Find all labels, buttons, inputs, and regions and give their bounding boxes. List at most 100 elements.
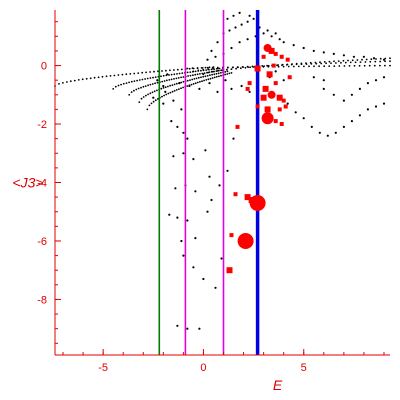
data-point-black	[232, 14, 235, 17]
data-point-black	[278, 38, 281, 41]
data-point-black	[352, 55, 355, 58]
data-point-red	[283, 104, 288, 109]
curve-point	[147, 93, 150, 96]
curve-point	[73, 79, 76, 82]
data-point-black	[162, 102, 165, 105]
curve-point	[218, 75, 220, 78]
data-point-black	[192, 266, 195, 269]
data-point-red	[266, 71, 273, 78]
curve-point	[150, 102, 153, 105]
curve-point	[58, 83, 60, 85]
curve-point	[163, 94, 166, 97]
curve-point	[151, 83, 154, 85]
data-point-black	[172, 155, 175, 158]
data-point-black	[322, 87, 325, 90]
data-point-black	[240, 84, 243, 88]
curve-point	[164, 86, 167, 89]
y-tick-label: -6	[37, 236, 47, 248]
curve-point	[251, 65, 254, 68]
curve-point	[330, 62, 332, 64]
curve-point	[215, 72, 218, 75]
curve-point	[149, 92, 152, 95]
curve-point	[263, 65, 265, 67]
curve-point	[161, 70, 163, 72]
curve-point	[320, 62, 323, 65]
axes: -5 0 5 0 -2 -4 -6 -8 E <J3>	[12, 10, 390, 393]
curve-point	[197, 69, 200, 72]
curve-point	[142, 85, 145, 88]
curve-point	[138, 101, 141, 103]
curve-point	[375, 58, 377, 60]
curve-point	[215, 75, 218, 78]
curve-point	[195, 77, 198, 80]
curve-point	[151, 91, 154, 94]
curve-point	[389, 60, 391, 63]
curve-point	[81, 78, 84, 81]
data-point-red	[248, 197, 255, 203]
data-point-black	[176, 324, 179, 327]
curve-point	[138, 79, 141, 81]
data-point-black	[266, 29, 269, 32]
curve-point	[137, 72, 140, 74]
data-point-black	[194, 190, 197, 193]
curve-point	[112, 88, 115, 90]
curve-point	[89, 77, 92, 80]
data-point-black	[216, 41, 219, 44]
curve-point	[224, 71, 227, 73]
curve-point	[323, 65, 326, 68]
curve-point	[208, 66, 211, 69]
data-point-black	[210, 49, 213, 53]
curve-point	[180, 76, 183, 79]
data-point-red	[268, 47, 275, 54]
data-point-black	[238, 41, 241, 44]
curve-point	[291, 63, 293, 65]
data-point-black	[180, 108, 183, 111]
curve-point	[218, 67, 221, 70]
curve-point	[200, 69, 202, 72]
curve-point	[130, 91, 133, 93]
curve-point	[340, 61, 342, 64]
data-point-black	[366, 108, 369, 111]
curve-point	[230, 72, 233, 74]
curve-point	[101, 75, 104, 78]
data-point-black	[162, 84, 165, 88]
data-point-black	[342, 125, 345, 128]
curve-point	[224, 73, 227, 76]
curve-point	[167, 92, 170, 95]
data-point-black	[224, 79, 227, 82]
curve-point	[363, 64, 366, 67]
data-point-red	[277, 107, 282, 112]
curve-point	[109, 75, 112, 77]
data-point-black	[332, 52, 335, 56]
curve-point	[295, 62, 298, 65]
curve-point	[197, 76, 200, 79]
curve-point	[120, 83, 122, 86]
data-point-red	[244, 194, 251, 201]
data-point-black	[282, 41, 285, 44]
data-point-red	[237, 233, 254, 249]
curve-point	[205, 79, 208, 81]
curve-point	[308, 65, 310, 68]
curve-point	[230, 68, 233, 71]
curve-point	[368, 64, 371, 67]
curve-point	[305, 62, 307, 64]
data-point-black	[198, 327, 201, 330]
curve-point	[189, 71, 192, 73]
curve-point	[323, 61, 326, 63]
curve-point	[389, 64, 391, 67]
curve-point	[206, 74, 209, 77]
data-point-black	[156, 79, 159, 82]
data-point-red	[267, 90, 276, 99]
data-point-black	[210, 198, 213, 202]
curve-point	[202, 73, 205, 76]
curve-point	[328, 60, 331, 63]
curve-point	[220, 71, 222, 74]
curve-point	[113, 74, 116, 77]
curve-point	[335, 62, 337, 64]
data-point-black	[312, 76, 315, 79]
curve-point	[337, 60, 340, 62]
curve-point	[178, 88, 180, 90]
curve-point	[365, 58, 368, 61]
y-tick-label: -2	[37, 119, 47, 131]
data-point-red	[260, 94, 267, 101]
